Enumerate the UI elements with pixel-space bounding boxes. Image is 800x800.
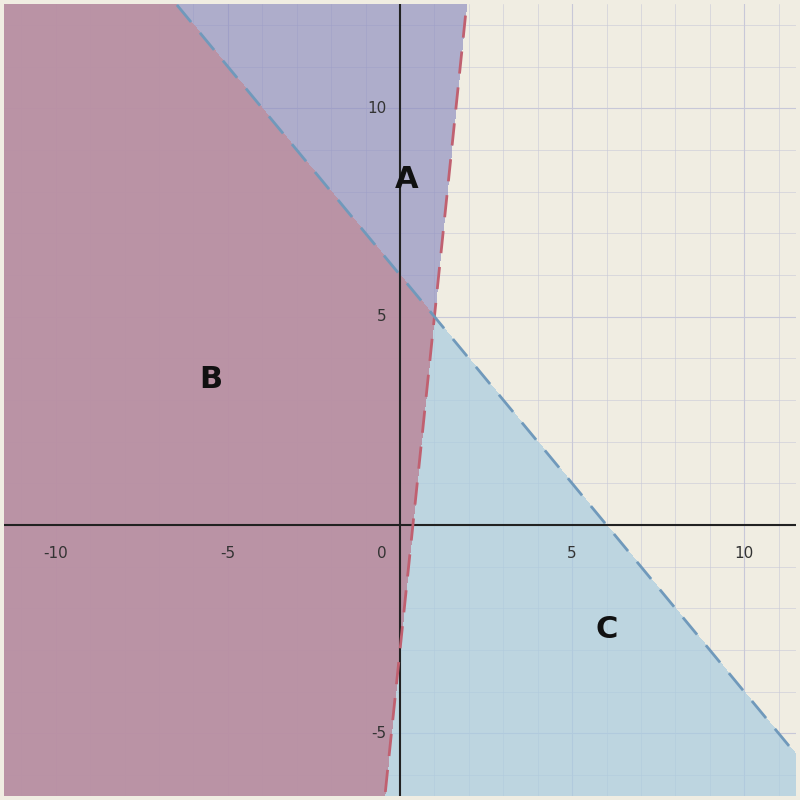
Text: C: C — [595, 614, 618, 644]
Text: -10: -10 — [43, 546, 68, 561]
Text: 10: 10 — [734, 546, 754, 561]
Text: 10: 10 — [367, 101, 386, 116]
Text: -5: -5 — [220, 546, 235, 561]
Text: -5: -5 — [371, 726, 386, 741]
Text: 5: 5 — [377, 309, 386, 324]
Text: 0: 0 — [377, 546, 386, 561]
Text: B: B — [199, 365, 222, 394]
Text: 5: 5 — [567, 546, 577, 561]
Text: A: A — [395, 165, 418, 194]
